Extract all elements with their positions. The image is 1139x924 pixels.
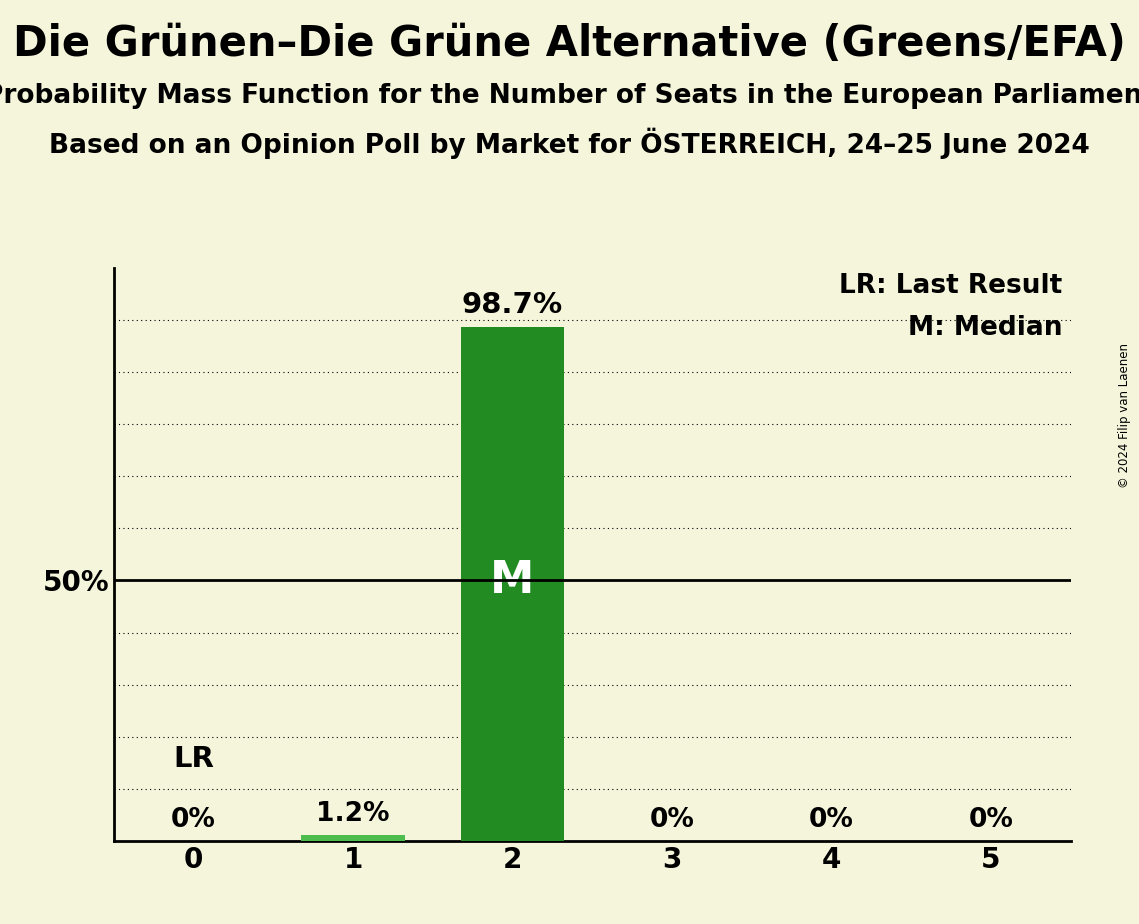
Text: 0%: 0% (171, 807, 216, 833)
Bar (460, 327, 564, 841)
Text: M: M (491, 559, 534, 602)
Text: M: Median: M: Median (908, 315, 1063, 341)
Text: 1.2%: 1.2% (317, 801, 390, 827)
Text: © 2024 Filip van Laenen: © 2024 Filip van Laenen (1117, 344, 1131, 488)
Text: Based on an Opinion Poll by Market for ÖSTERREICH, 24–25 June 2024: Based on an Opinion Poll by Market for Ö… (49, 128, 1090, 159)
Text: LR: LR (173, 745, 214, 773)
Text: 0%: 0% (649, 807, 695, 833)
Text: 98.7%: 98.7% (462, 291, 563, 319)
Text: Probability Mass Function for the Number of Seats in the European Parliament: Probability Mass Function for the Number… (0, 83, 1139, 109)
Text: 0%: 0% (809, 807, 854, 833)
Text: Die Grünen–Die Grüne Alternative (Greens/EFA): Die Grünen–Die Grüne Alternative (Greens… (13, 23, 1126, 65)
Text: 0%: 0% (968, 807, 1014, 833)
Text: LR: Last Result: LR: Last Result (839, 274, 1063, 299)
Bar (301, 834, 405, 841)
